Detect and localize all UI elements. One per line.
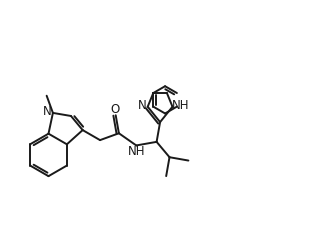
Text: O: O: [111, 103, 120, 116]
Text: NH: NH: [128, 145, 145, 159]
Text: N: N: [43, 105, 52, 118]
Text: NH: NH: [172, 99, 189, 112]
Text: N: N: [137, 99, 146, 112]
